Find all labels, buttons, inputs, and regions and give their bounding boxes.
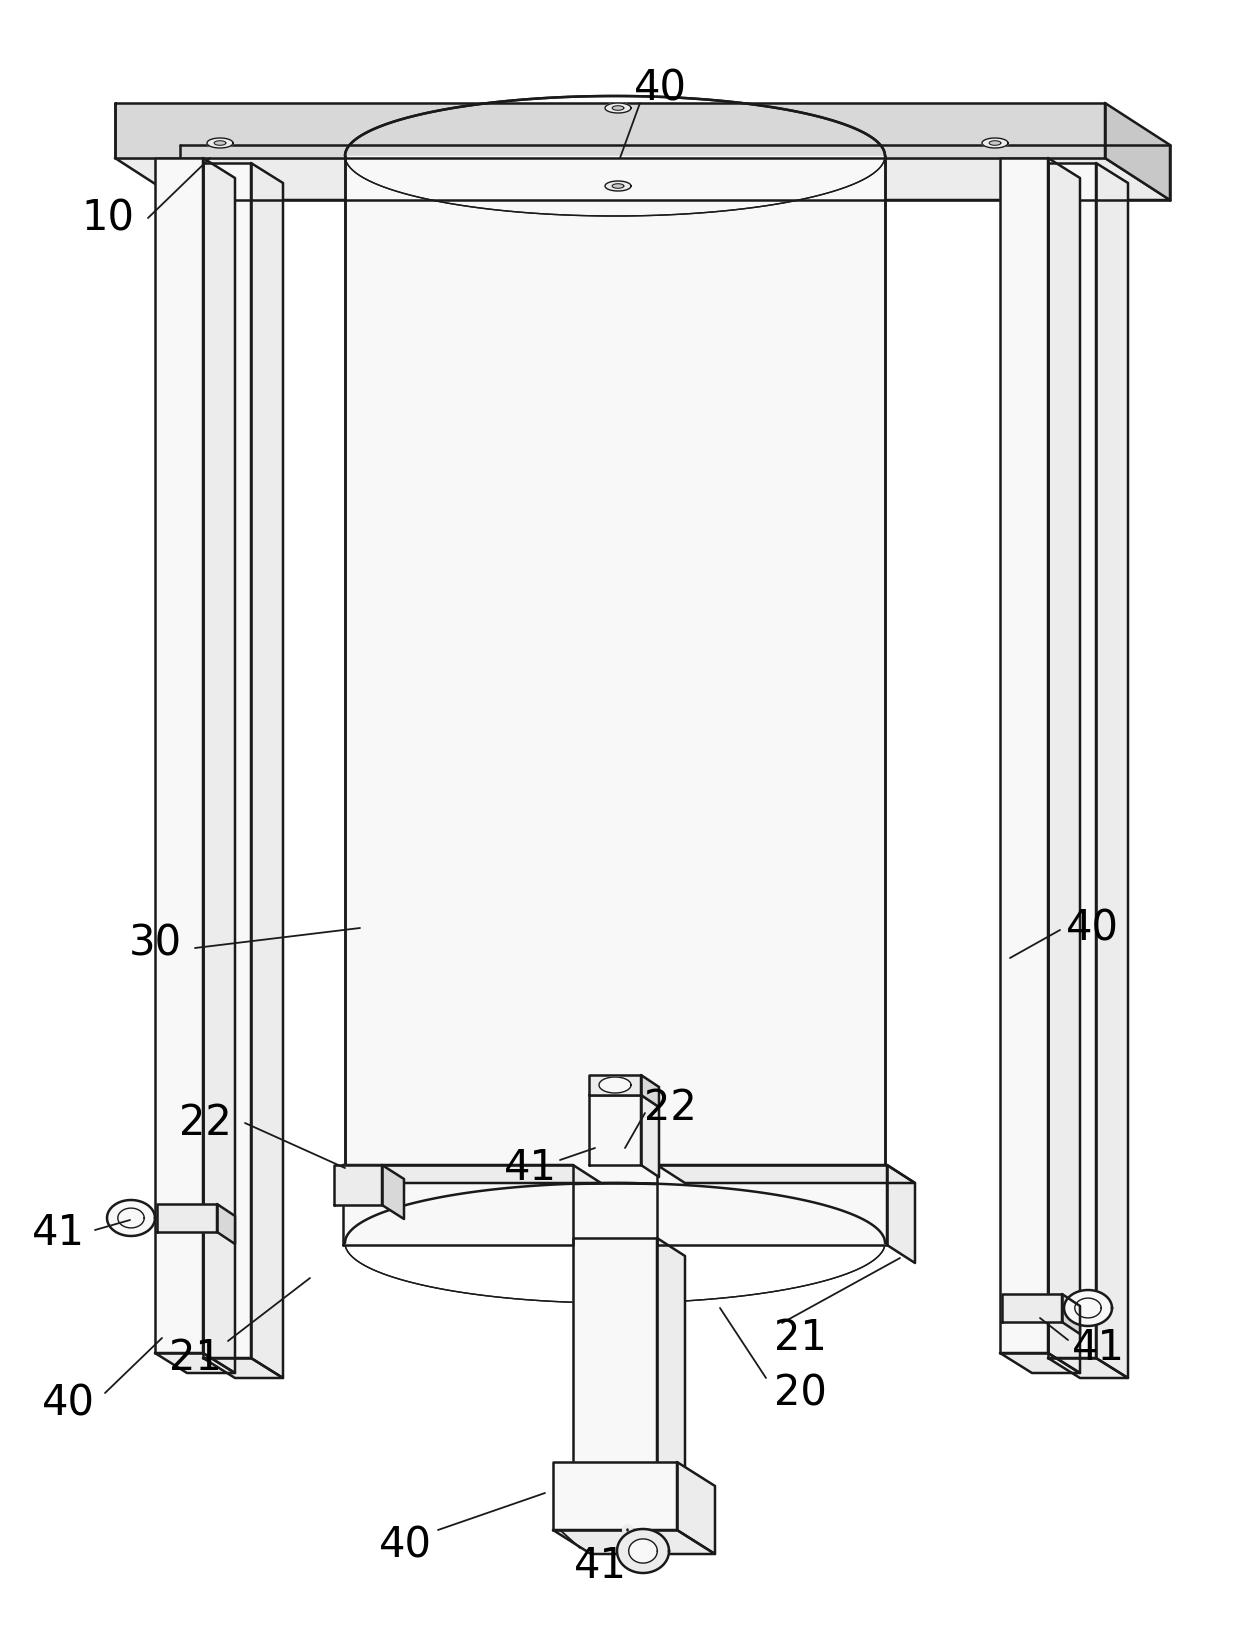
Text: 30: 30: [129, 921, 181, 964]
Polygon shape: [657, 1165, 887, 1244]
Text: 22: 22: [179, 1103, 232, 1144]
Polygon shape: [999, 1353, 1080, 1373]
Polygon shape: [657, 1165, 915, 1183]
Polygon shape: [618, 1529, 670, 1572]
Polygon shape: [155, 1353, 236, 1373]
Polygon shape: [599, 1078, 631, 1093]
Polygon shape: [207, 138, 233, 148]
Polygon shape: [589, 1094, 641, 1165]
Text: 40: 40: [634, 68, 687, 109]
Polygon shape: [203, 1358, 283, 1378]
Text: 10: 10: [82, 198, 134, 239]
Polygon shape: [343, 1165, 601, 1183]
Polygon shape: [334, 1165, 382, 1205]
Text: 21: 21: [774, 1317, 826, 1360]
Polygon shape: [677, 1462, 715, 1554]
Polygon shape: [343, 1165, 573, 1244]
Polygon shape: [382, 1165, 404, 1220]
Polygon shape: [107, 1200, 155, 1236]
Polygon shape: [1048, 163, 1096, 1358]
Text: 20: 20: [774, 1373, 826, 1414]
Polygon shape: [605, 181, 631, 191]
Polygon shape: [115, 104, 1105, 158]
Polygon shape: [553, 1462, 677, 1529]
Polygon shape: [573, 1238, 657, 1529]
Text: 41: 41: [503, 1147, 557, 1188]
Polygon shape: [1002, 1294, 1061, 1322]
Text: 41: 41: [31, 1211, 84, 1254]
Polygon shape: [982, 138, 1008, 148]
Polygon shape: [657, 1238, 684, 1547]
Polygon shape: [613, 105, 624, 110]
Polygon shape: [1048, 158, 1080, 1373]
Polygon shape: [605, 104, 631, 114]
Polygon shape: [641, 1094, 658, 1177]
Polygon shape: [641, 1074, 658, 1107]
Polygon shape: [203, 163, 250, 1358]
Text: 40: 40: [1065, 906, 1118, 949]
Polygon shape: [1105, 104, 1171, 199]
Text: 41: 41: [573, 1546, 626, 1587]
Polygon shape: [215, 140, 226, 145]
Polygon shape: [999, 158, 1048, 1353]
Polygon shape: [217, 1205, 236, 1244]
Polygon shape: [250, 163, 283, 1378]
Polygon shape: [1061, 1294, 1080, 1333]
Polygon shape: [589, 1074, 641, 1094]
Text: 40: 40: [41, 1383, 94, 1424]
Polygon shape: [887, 1165, 915, 1262]
Text: 40: 40: [378, 1524, 432, 1567]
Polygon shape: [990, 140, 1001, 145]
Polygon shape: [629, 1539, 657, 1562]
Polygon shape: [573, 1529, 684, 1547]
Polygon shape: [155, 158, 203, 1353]
Polygon shape: [345, 157, 885, 1243]
Polygon shape: [553, 1529, 715, 1554]
Polygon shape: [157, 1205, 217, 1233]
Polygon shape: [1048, 1358, 1128, 1378]
Polygon shape: [1096, 163, 1128, 1378]
Text: 21: 21: [169, 1337, 222, 1379]
Polygon shape: [1064, 1290, 1112, 1327]
Text: 41: 41: [1071, 1327, 1125, 1369]
Polygon shape: [115, 158, 1171, 199]
Text: 22: 22: [644, 1088, 697, 1129]
Polygon shape: [613, 183, 624, 188]
Polygon shape: [203, 158, 236, 1373]
